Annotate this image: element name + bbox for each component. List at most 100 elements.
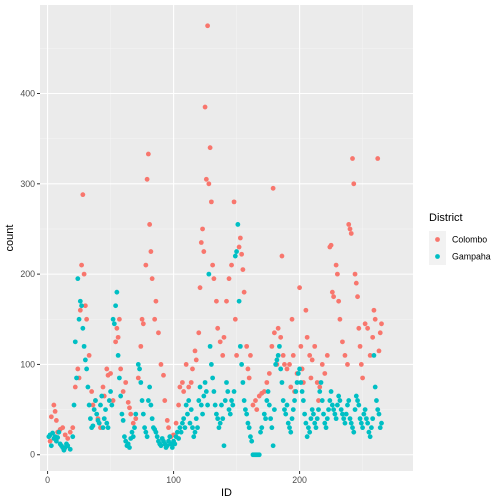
colombo-point	[179, 380, 185, 385]
gampaha-point	[130, 434, 136, 440]
gampaha-point	[259, 425, 265, 431]
gampaha-point	[172, 441, 178, 447]
gampaha-point	[302, 411, 308, 417]
gampaha-point	[318, 380, 324, 385]
colombo-point	[135, 375, 141, 381]
gampaha-point	[110, 316, 116, 322]
gampaha-point	[122, 434, 127, 440]
legend-title: District	[429, 212, 463, 224]
gampaha-point	[164, 443, 170, 449]
colombo-point	[234, 353, 239, 358]
data-points	[46, 23, 384, 458]
gampaha-point	[86, 402, 92, 408]
colombo-point	[123, 380, 129, 385]
colombo-point	[261, 389, 267, 394]
gampaha-point	[266, 402, 272, 408]
gampaha-point	[322, 420, 328, 426]
gampaha-point	[374, 398, 379, 403]
gampaha-point	[313, 425, 319, 431]
gampaha-point	[167, 434, 173, 440]
gampaha-point	[113, 303, 119, 309]
colombo-point	[248, 353, 253, 358]
colombo-point	[60, 425, 66, 431]
legend-label-gampaha: Gampaha	[452, 252, 491, 262]
colombo-point	[67, 429, 73, 435]
colombo-point	[316, 398, 321, 403]
gampaha-point	[316, 407, 321, 412]
colombo-point	[357, 343, 363, 349]
colombo-point	[120, 389, 126, 394]
gampaha-point	[103, 407, 108, 412]
gampaha-point	[333, 416, 339, 422]
gampaha-point	[116, 375, 122, 381]
gampaha-point	[300, 398, 306, 403]
gampaha-point	[225, 389, 231, 394]
colombo-point	[75, 366, 81, 372]
colombo-point	[329, 289, 335, 295]
gampaha-point	[200, 411, 205, 417]
minor-gridlines	[40, 5, 413, 471]
colombo-point	[215, 325, 221, 331]
gampaha-point	[119, 411, 125, 417]
colombo-point	[365, 325, 371, 331]
gampaha-point	[182, 425, 188, 431]
gampaha-point	[111, 321, 117, 327]
gampaha-point	[148, 402, 154, 408]
colombo-point	[278, 334, 284, 340]
colombo-point	[127, 405, 132, 411]
gampaha-point	[370, 416, 376, 422]
y-tick-label: 300	[20, 179, 35, 189]
colombo-point	[90, 402, 96, 408]
colombo-point	[100, 384, 106, 390]
gampaha-point	[263, 416, 268, 422]
gampaha-point	[144, 434, 150, 440]
colombo-point	[113, 339, 119, 345]
gampaha-point	[183, 402, 189, 408]
gampaha-point	[201, 393, 207, 399]
gampaha-point	[50, 430, 56, 436]
gampaha-point	[237, 343, 243, 349]
gampaha-point	[369, 425, 374, 431]
gampaha-point	[216, 425, 222, 431]
gampaha-point	[306, 425, 311, 431]
gampaha-point	[145, 398, 151, 403]
colombo-point	[197, 285, 203, 291]
colombo-point	[202, 104, 208, 110]
colombo-point	[280, 353, 286, 358]
colombo-point	[264, 380, 270, 385]
gampaha-point	[94, 411, 100, 417]
colombo-point	[226, 276, 232, 282]
colombo-point	[114, 325, 120, 331]
colombo-point	[53, 418, 59, 423]
colombo-point	[80, 192, 86, 198]
gampaha-point	[270, 443, 276, 449]
gampaha-point	[236, 298, 242, 304]
colombo-point	[289, 316, 295, 322]
gampaha-point	[215, 416, 221, 422]
gampaha-point	[72, 339, 78, 345]
gampaha-point	[212, 402, 218, 408]
colombo-point	[358, 362, 364, 367]
gampaha-point	[360, 425, 365, 431]
gampaha-point	[186, 398, 192, 403]
gampaha-point	[282, 407, 287, 412]
colombo-point	[183, 362, 189, 367]
colombo-point	[173, 420, 179, 426]
gampaha-point	[379, 420, 384, 426]
colombo-point	[370, 334, 376, 340]
colombo-point	[346, 222, 352, 227]
gampaha-point	[371, 353, 377, 358]
colombo-point	[201, 249, 207, 254]
gampaha-point	[185, 411, 190, 417]
gampaha-point	[304, 434, 310, 440]
colombo-point	[356, 325, 362, 331]
gampaha-point	[70, 434, 76, 440]
gampaha-point	[269, 425, 275, 431]
gampaha-point	[120, 418, 126, 423]
colombo-point	[152, 316, 158, 322]
gampaha-point	[353, 393, 359, 399]
gampaha-point	[177, 425, 183, 431]
gampaha-point	[362, 407, 368, 412]
gampaha-point	[337, 398, 343, 403]
colombo-point	[196, 330, 202, 336]
